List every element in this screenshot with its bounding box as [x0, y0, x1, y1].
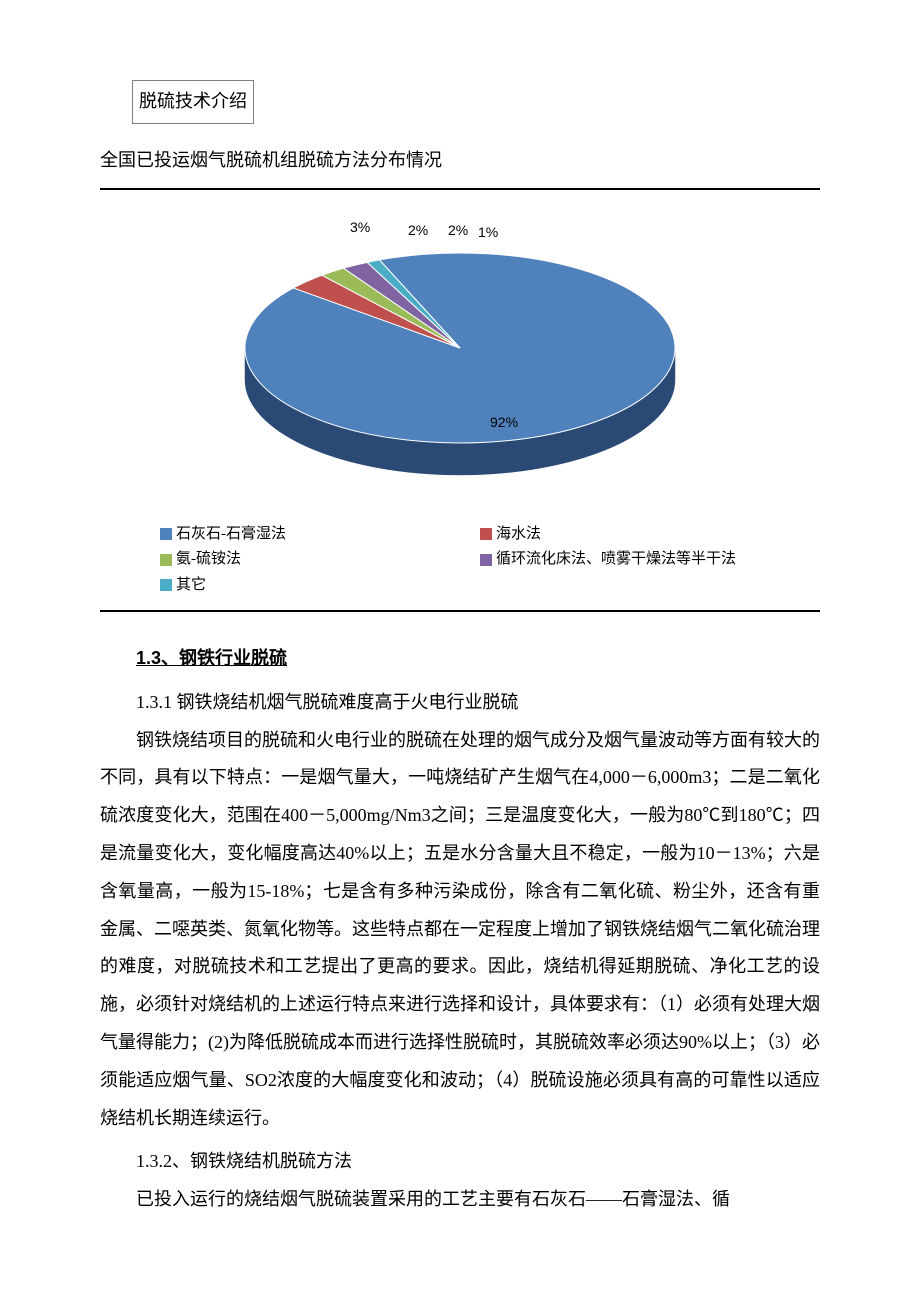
legend-swatch [480, 554, 492, 566]
legend-item: 石灰石-石膏湿法 [160, 522, 480, 548]
legend-item: 海水法 [480, 522, 800, 548]
pie-chart: 92% 3% 2% 2% 1% [180, 208, 740, 508]
pie-label: 92% [490, 408, 518, 437]
legend-item: 循环流化床法、喷雾干燥法等半干法 [480, 547, 800, 573]
legend-item: 氨-硫铵法 [160, 547, 480, 573]
legend-label: 其它 [176, 573, 206, 599]
chart-container: 92% 3% 2% 2% 1% 石灰石-石膏湿法 海水法氨-硫铵法 循环流化床法、喷雾干燥法… [100, 188, 820, 613]
legend-swatch [160, 528, 172, 540]
legend-label: 氨-硫铵法 [176, 547, 241, 573]
title-text: 脱硫技术介绍 [139, 91, 247, 111]
pie-label: 1% [478, 218, 498, 247]
paragraph-2: 已投入运行的烧结烟气脱硫装置采用的工艺主要有石灰石——石膏湿法、循 [100, 1181, 820, 1219]
legend-label: 石灰石-石膏湿法 [176, 522, 286, 548]
pie-label: 2% [448, 216, 468, 245]
section-1-3-2-heading: 1.3.2、钢铁烧结机脱硫方法 [100, 1143, 820, 1181]
legend-label: 循环流化床法、喷雾干燥法等半干法 [496, 547, 736, 573]
legend-swatch [160, 554, 172, 566]
section-1-3-heading: 1.3、钢铁行业脱硫 [100, 640, 820, 678]
legend-swatch [480, 528, 492, 540]
legend-item: 其它 [160, 573, 480, 599]
chart-legend: 石灰石-石膏湿法 海水法氨-硫铵法 循环流化床法、喷雾干燥法等半干法其它 [100, 518, 820, 603]
section-1-3-1-heading: 1.3.1 钢铁烧结机烟气脱硫难度高于火电行业脱硫 [100, 684, 820, 722]
paragraph-1: 钢铁烧结项目的脱硫和火电行业的脱硫在处理的烟气成分及烟气量波动等方面有较大的不同… [100, 722, 820, 1138]
chart-subtitle: 全国已投运烟气脱硫机组脱硫方法分布情况 [100, 142, 820, 180]
pie-label: 3% [350, 213, 370, 242]
pie-svg [180, 208, 740, 508]
pie-label: 2% [408, 216, 428, 245]
legend-swatch [160, 579, 172, 591]
title-box: 脱硫技术介绍 [132, 80, 254, 124]
legend-label: 海水法 [496, 522, 541, 548]
